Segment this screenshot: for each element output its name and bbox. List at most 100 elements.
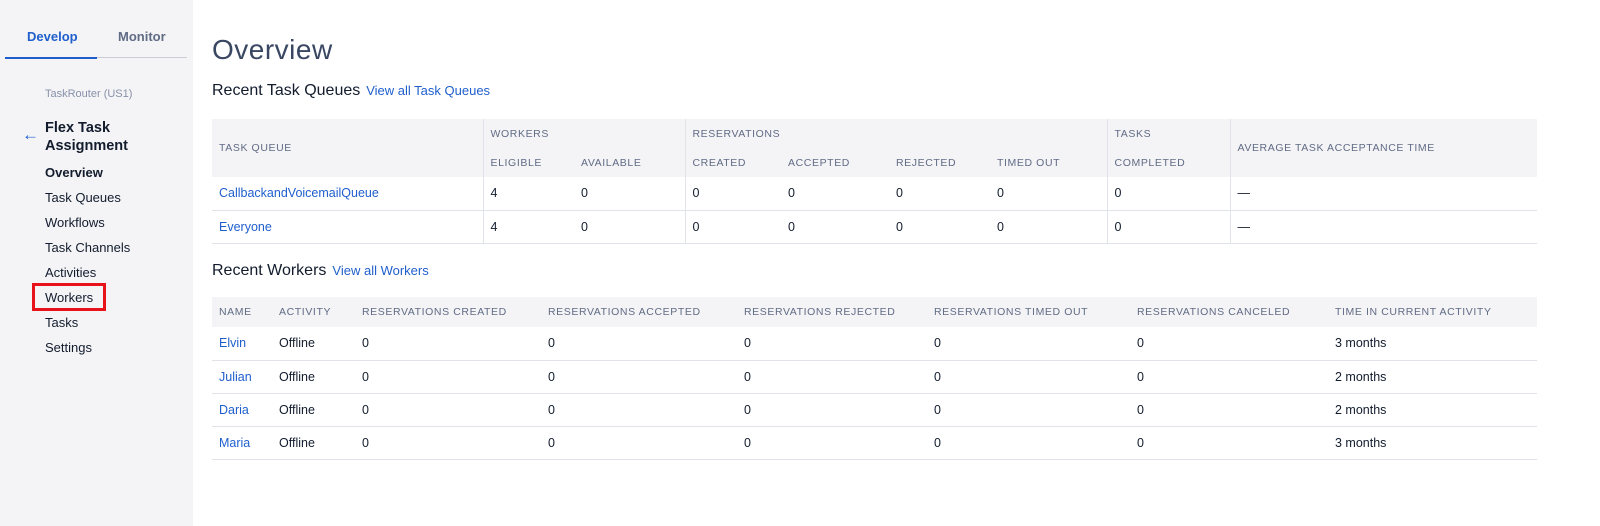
sidebar-item-settings[interactable]: Settings [45,340,92,355]
cell: 0 [1106,177,1231,211]
cell: 0 [574,210,685,244]
header-col: RESERVATIONS CANCELED [1130,297,1328,327]
header-tasks: TASKS [1106,119,1231,148]
view-all-workers-link[interactable]: View all Workers [332,263,429,278]
header-created: CREATED [684,148,781,177]
sidebar: Develop Monitor TaskRouter (US1) ← Flex … [0,0,193,526]
workers-section-title: Recent Workers View all Workers [212,262,429,280]
cell: Offline [272,360,355,394]
view-all-task-queues-link[interactable]: View all Task Queues [366,83,491,98]
cell: Daria [212,393,272,427]
breadcrumb[interactable]: TaskRouter (US1) [45,88,133,100]
header-col: RESERVATIONS REJECTED [737,297,927,327]
cell: 0 [737,393,927,427]
cell: 0 [781,210,889,244]
table-row: CallbackandVoicemailQueue 4 0 0 0 0 0 0— [212,177,1538,211]
cell: 0 [1130,360,1328,394]
cell: 0 [1130,426,1328,460]
header-completed: COMPLETED [1106,148,1231,177]
header-col: NAME [212,297,272,327]
cell: 0 [1130,393,1328,427]
worker-link[interactable]: Julian [219,369,252,384]
cell: 3 months [1328,426,1537,460]
workers-table: NAME ACTIVITY RESERVATIONS CREATED RESERVAT… [212,297,1537,460]
cell: 2 months [1328,393,1537,427]
header-accepted: ACCEPTED [781,148,889,177]
queues-heading: Recent Task Queues [212,82,361,99]
sidebar-item-overview[interactable]: Overview [45,165,103,180]
cell: 0 [889,210,990,244]
cell: 0 [355,327,541,361]
table-row: Daria Offline 0 0 0 0 0 2 months [212,393,1537,427]
cell: 0 [781,177,889,211]
worker-link[interactable]: Maria [219,435,251,450]
queues-section-title: Recent Task Queues View all Task Queues [212,82,490,100]
table-row: Everyone 4 0 0 0 0 0 0— [212,210,1538,244]
cell: 0 [355,426,541,460]
header-timed-out: TIMED OUT [990,148,1108,177]
header-col: ACTIVITY [272,297,355,327]
cell: 0 [541,360,737,394]
workers-heading: Recent Workers [212,262,327,279]
cell: 0 [355,393,541,427]
cell: 0 [541,426,737,460]
cell: 0 [737,327,927,361]
header-eligible: ELIGIBLE [482,148,574,177]
header-reservations: RESERVATIONS [684,119,1108,148]
header-col: TIME IN CURRENT ACTIVITY [1328,297,1537,327]
header-workers: WORKERS [482,119,685,148]
sidebar-item-task-channels[interactable]: Task Channels [45,240,131,255]
cell: Julian [212,360,272,394]
tab-develop[interactable]: Develop [27,29,78,44]
cell: CallbackandVoicemailQueue [212,177,483,211]
header-col: RESERVATIONS TIMED OUT [927,297,1130,327]
sidebar-item-workflows[interactable]: Workflows [45,215,105,230]
sidebar-item-activities[interactable]: Activities [45,265,97,280]
service-title: Flex Task Assignment [45,120,128,154]
header-col: RESERVATIONS ACCEPTED [541,297,737,327]
table-row: Elvin Offline 0 0 0 0 0 3 months [212,327,1537,361]
cell: 0 [927,393,1130,427]
arrow-left-icon[interactable]: ← [22,125,39,144]
cell: 4 [482,210,574,244]
sidebar-item-workers[interactable]: Workers [45,290,94,305]
cell: 4 [482,177,574,211]
cell: 0 [541,393,737,427]
sidebar-item-task-queues[interactable]: Task Queues [45,190,121,205]
worker-link[interactable]: Elvin [219,336,247,351]
cell: Everyone [212,210,483,244]
header-task-queue: TASK QUEUE [212,119,483,177]
header-available: AVAILABLE [574,148,685,177]
table-row: Julian Offline 0 0 0 0 0 2 months [212,360,1537,394]
cell: Offline [272,393,355,427]
tab-monitor[interactable]: Monitor [118,29,166,44]
tab-divider [97,57,187,58]
cell: 0 [927,426,1130,460]
cell: 0 [684,177,781,211]
cell: 0 [737,426,927,460]
header-col: RESERVATIONS CREATED [355,297,541,327]
header-avg-acceptance: AVERAGE TASK ACCEPTANCE TIME [1229,119,1538,177]
sidebar-item-tasks[interactable]: Tasks [45,315,79,330]
header-rejected: REJECTED [889,148,990,177]
cell: 0 [927,327,1130,361]
cell: 0 [355,360,541,394]
cell: — [1229,177,1538,211]
active-tab-indicator [5,57,97,59]
worker-link[interactable]: Daria [219,402,249,417]
cell: 0 [737,360,927,394]
cell: 3 months [1328,327,1537,361]
cell: Elvin [212,327,272,361]
cell: 0 [889,177,990,211]
page-title: Overview [212,34,333,65]
table-row: Maria Offline 0 0 0 0 0 3 months [212,426,1537,460]
cell: — [1229,210,1538,244]
cell: 0 [1106,210,1231,244]
cell: 0 [684,210,781,244]
cell: 0 [990,210,1108,244]
cell: 2 months [1328,360,1537,394]
task-queue-link[interactable]: Everyone [219,219,272,234]
cell: 0 [541,327,737,361]
task-queue-link[interactable]: CallbackandVoicemailQueue [219,186,379,201]
cell: Offline [272,327,355,361]
